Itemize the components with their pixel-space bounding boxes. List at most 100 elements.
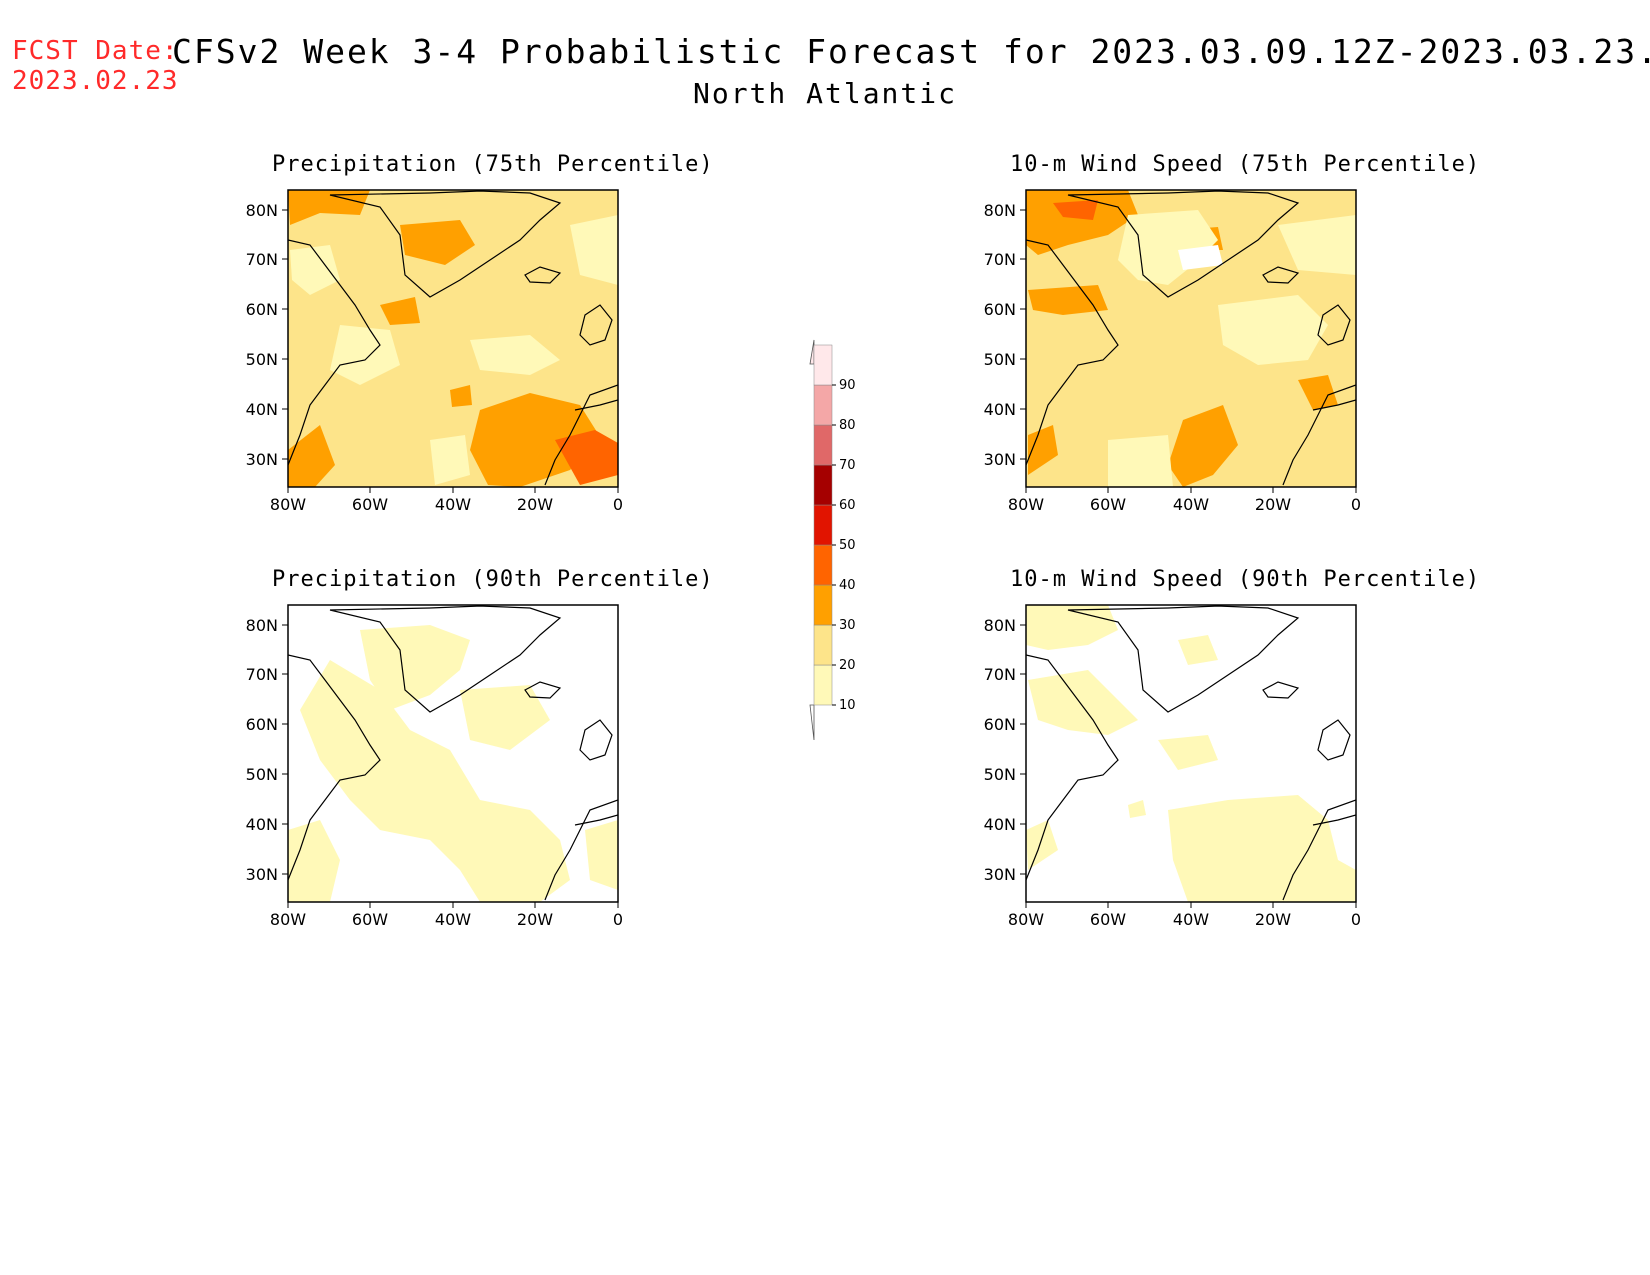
lon-ticks: 80W 60W 40W 20W 0 <box>270 902 623 929</box>
field-patch <box>300 660 570 902</box>
lat-tick-label: 60N <box>246 715 278 734</box>
colorbar-swatch <box>813 584 833 626</box>
colorbar: 10 20 30 40 50 60 70 80 90 <box>809 339 856 741</box>
field-patch <box>430 435 470 485</box>
field-patch <box>1278 215 1356 275</box>
lat-ticks: 80N 70N 60N 50N 40N 30N <box>246 201 288 469</box>
lat-tick-label: 70N <box>984 250 1016 269</box>
lon-tick-label: 60W <box>1090 495 1126 514</box>
lon-tick-label: 40W <box>435 910 471 929</box>
lat-tick-label: 60N <box>984 300 1016 319</box>
lat-tick-label: 50N <box>984 765 1016 784</box>
coastline <box>288 605 618 901</box>
lat-tick-label: 40N <box>246 815 278 834</box>
coastline <box>1026 190 1356 486</box>
lat-ticks: 80N 70N 60N 50N 40N 30N <box>984 201 1026 469</box>
lon-tick-label: 80W <box>1008 910 1044 929</box>
field-patch <box>400 220 475 265</box>
lat-tick-label: 60N <box>246 300 278 319</box>
panel-title-wind-90: 10-m Wind Speed (90th Percentile) <box>1010 567 1481 592</box>
colorbar-swatch <box>813 344 833 386</box>
lon-tick-label: 40W <box>435 495 471 514</box>
field-patch <box>1168 405 1238 487</box>
lon-tick-label: 60W <box>1090 910 1126 929</box>
colorbar-swatch <box>813 664 833 706</box>
field-patch <box>1178 635 1218 665</box>
lon-tick-label: 0 <box>1351 910 1361 929</box>
colorbar-label: 70 <box>839 458 856 473</box>
field-patch <box>288 820 340 902</box>
lat-tick-label: 80N <box>984 201 1016 220</box>
lat-tick-label: 50N <box>246 765 278 784</box>
lat-tick-label: 80N <box>246 201 278 220</box>
lat-tick-label: 80N <box>246 616 278 635</box>
lat-tick-label: 40N <box>246 400 278 419</box>
lon-tick-label: 80W <box>270 910 306 929</box>
field-patch <box>1298 375 1338 410</box>
colorbar-swatch <box>813 464 833 506</box>
panel-title-precip-75: Precipitation (75th Percentile) <box>272 152 714 177</box>
lat-tick-label: 30N <box>984 450 1016 469</box>
field-patch <box>555 430 618 485</box>
field-patch <box>1128 800 1146 818</box>
lat-ticks: 80N 70N 60N 50N 40N 30N <box>246 616 288 884</box>
colorbar-top-arrow <box>809 339 815 365</box>
map-precip-90: 80N 70N 60N 50N 40N 30N 80W 60W 40W 20W … <box>246 604 623 929</box>
field-patch <box>1026 820 1058 870</box>
field-patch <box>1108 435 1173 487</box>
field-patch <box>1053 200 1098 220</box>
lat-tick-label: 70N <box>246 250 278 269</box>
lon-tick-label: 60W <box>352 495 388 514</box>
colorbar-swatch <box>813 504 833 546</box>
lon-tick-label: 80W <box>1008 495 1044 514</box>
lon-tick-label: 20W <box>517 495 553 514</box>
field-patch <box>1158 735 1218 770</box>
field-patch <box>460 685 550 750</box>
lat-tick-label: 50N <box>984 350 1016 369</box>
map-wind-90: 80N 70N 60N 50N 40N 30N 80W 60W 40W 20W … <box>984 604 1361 929</box>
lat-tick-label: 70N <box>246 665 278 684</box>
colorbar-swatch <box>813 384 833 426</box>
colorbar-label: 90 <box>839 378 856 393</box>
field-patch <box>1178 245 1223 270</box>
colorbar-bottom-arrow <box>809 704 815 741</box>
lat-tick-label: 70N <box>984 665 1016 684</box>
colorbar-label: 30 <box>839 618 856 633</box>
field-patch <box>470 335 560 375</box>
lat-tick-label: 80N <box>984 616 1016 635</box>
field-patch <box>1028 425 1058 475</box>
field-patch <box>1218 295 1328 365</box>
panel-title-precip-90: Precipitation (90th Percentile) <box>272 567 714 592</box>
field-patch <box>1168 795 1356 902</box>
lat-tick-label: 30N <box>246 450 278 469</box>
lat-tick-label: 30N <box>246 865 278 884</box>
field-patch <box>450 385 472 407</box>
colorbar-swatch <box>813 424 833 466</box>
field-patch <box>1028 285 1108 315</box>
panel-title-wind-75: 10-m Wind Speed (75th Percentile) <box>1010 152 1481 177</box>
field-patch <box>570 215 618 285</box>
lon-tick-label: 20W <box>1255 495 1291 514</box>
coastline <box>288 190 618 486</box>
lon-tick-label: 80W <box>270 495 306 514</box>
field-patch <box>1026 190 1138 255</box>
lon-ticks: 80W 60W 40W 20W 0 <box>270 487 623 514</box>
forecast-date-label: FCST Date: <box>12 36 179 66</box>
map-precip-75: 80N 70N 60N 50N 40N 30N 80W 60W 40W 20W … <box>246 189 623 514</box>
region-title: North Atlantic <box>0 78 1650 110</box>
colorbar-label: 50 <box>839 538 856 553</box>
colorbar-label: 20 <box>839 658 856 673</box>
forecast-date-value: 2023.02.23 <box>12 66 179 96</box>
map-wind-75: 80N 70N 60N 50N 40N 30N 80W 60W 40W 20W … <box>984 189 1361 514</box>
lon-tick-label: 0 <box>1351 495 1361 514</box>
lon-tick-label: 0 <box>613 910 623 929</box>
lon-ticks: 80W 60W 40W 20W 0 <box>1008 487 1361 514</box>
field-patch <box>1028 670 1138 735</box>
field-patch <box>585 820 618 890</box>
lon-tick-label: 20W <box>517 910 553 929</box>
coastline <box>1026 605 1356 901</box>
field-patch <box>1118 210 1218 285</box>
lat-tick-label: 40N <box>984 400 1016 419</box>
colorbar-swatch <box>813 624 833 666</box>
field-patch <box>380 297 420 325</box>
